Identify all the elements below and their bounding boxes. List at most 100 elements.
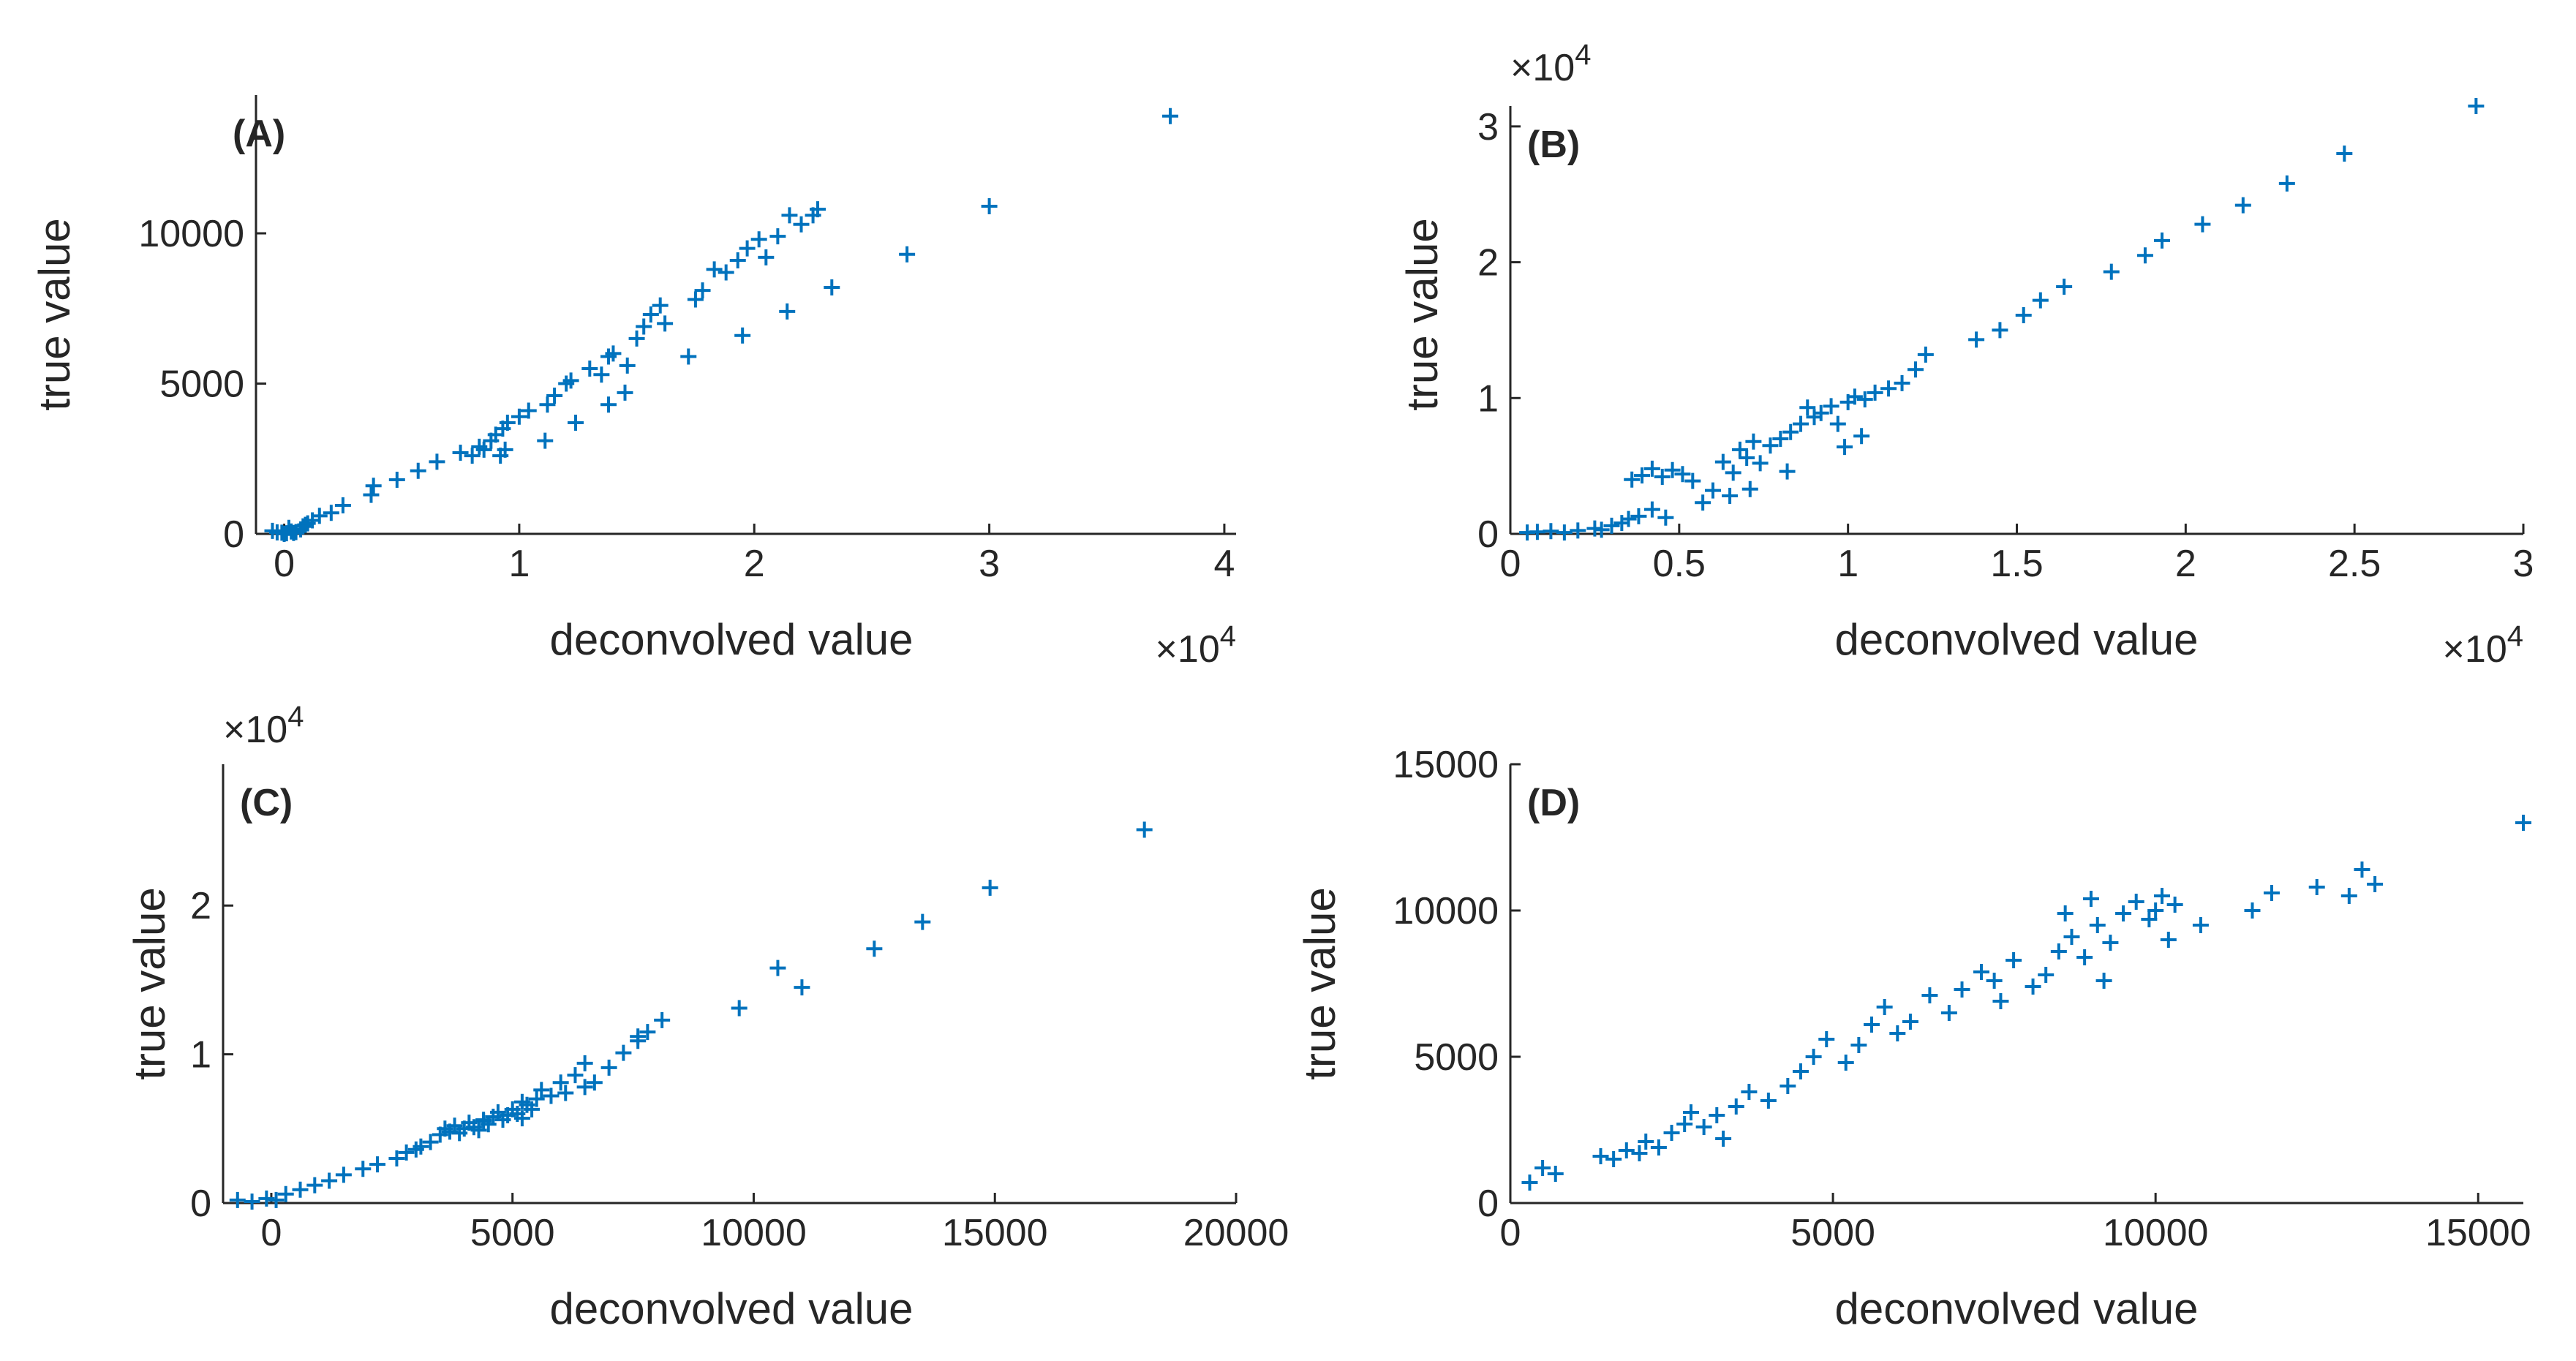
panel-c-y-tick-label: 1 bbox=[190, 1034, 211, 1077]
panel-b-data-point bbox=[1907, 361, 1924, 378]
panel-a-x-tick-label: 2 bbox=[744, 543, 765, 585]
panel-b-x-tick-label: 1 bbox=[1837, 543, 1858, 585]
panel-b-data-point bbox=[2234, 197, 2251, 214]
panel-c-data-point bbox=[268, 1191, 285, 1208]
panel-c-label: (C) bbox=[240, 782, 293, 824]
panel-b-data-point bbox=[1739, 450, 1755, 466]
panel-d-data-point bbox=[1973, 964, 1989, 980]
panel-a-label: (A) bbox=[233, 113, 285, 155]
panel-b-data-point bbox=[1722, 488, 1739, 504]
panel-c: true value deconvolved value (C) 0 5000 10… bbox=[125, 701, 1289, 1333]
panel-b-data-point bbox=[2015, 307, 2032, 323]
panel-a-data-point bbox=[363, 486, 380, 503]
panel-c-data-point bbox=[600, 1059, 617, 1076]
panel-b-data-point bbox=[1714, 453, 1731, 470]
panel-b-data-point bbox=[1624, 471, 1641, 488]
panel-b-y-tick-label: 1 bbox=[1477, 377, 1499, 420]
panel-d-data-point bbox=[1715, 1131, 1732, 1147]
panel-b-x-tick-label: 3 bbox=[2513, 543, 2534, 585]
panel-c-data-point bbox=[335, 1166, 352, 1183]
panel-d-data-point bbox=[1663, 1125, 1680, 1141]
panel-c-data-point bbox=[277, 1185, 294, 1202]
panel-b-data-point bbox=[1529, 524, 1545, 540]
panel-b-x-tick-label: 1.5 bbox=[1990, 543, 2043, 585]
panel-a-data-point bbox=[562, 372, 579, 389]
panel-d-data-point bbox=[1780, 1078, 1796, 1094]
panel-d-data-point bbox=[1864, 1017, 1880, 1033]
panel-b-data-point bbox=[2032, 292, 2049, 309]
panel-d-data-point bbox=[1592, 1148, 1609, 1164]
panel-a-y-tick-label: 10000 bbox=[138, 213, 244, 255]
panel-c-data-point bbox=[533, 1082, 550, 1098]
panel-a-data-point bbox=[617, 384, 633, 401]
panel-a-data-point bbox=[539, 396, 556, 413]
panel-d-data-point bbox=[2038, 967, 2055, 983]
panel-c-ylabel: true value bbox=[125, 887, 174, 1080]
panel-b-y-tick-label: 3 bbox=[1477, 106, 1499, 148]
panel-d-data-point bbox=[1876, 999, 1893, 1015]
panel-a-data-point bbox=[429, 453, 445, 470]
panel-b-data-point bbox=[1654, 469, 1671, 485]
panel-d-y-tick-label: 5000 bbox=[1414, 1036, 1499, 1079]
panel-b-x-tick-label: 0.5 bbox=[1653, 543, 1706, 585]
panel-d-data-point bbox=[2367, 876, 2384, 892]
panel-b-data-point bbox=[1823, 398, 1839, 415]
panel-a-data-point bbox=[981, 198, 998, 215]
panel-c-y-exponent: ×104 bbox=[223, 701, 304, 751]
panel-a-data-point bbox=[758, 249, 775, 265]
panel-d-y-tick-label: 15000 bbox=[1393, 744, 1499, 786]
panel-d-data-point bbox=[2515, 815, 2531, 831]
panel-b-x-tick-label: 2.5 bbox=[2328, 543, 2381, 585]
panel-d-data-point bbox=[1534, 1160, 1551, 1176]
panel-d-data-point bbox=[2166, 897, 2183, 913]
panel-c-data-point bbox=[982, 879, 998, 896]
panel-d-data-point bbox=[1638, 1134, 1654, 1150]
panel-c-data-point bbox=[654, 1011, 671, 1028]
panel-b-data-point bbox=[1829, 415, 1846, 432]
panel-a-data-point bbox=[581, 360, 598, 377]
panel-b-data-point bbox=[1634, 467, 1651, 484]
panel-b-data-point bbox=[1837, 439, 1853, 456]
panel-b-data-point bbox=[1992, 322, 2008, 339]
panel-d: true value deconvolved value (D) 0 5000 10… bbox=[1295, 744, 2531, 1333]
panel-a-x-exponent: ×104 bbox=[1156, 620, 1236, 671]
panel-c-data-point bbox=[398, 1144, 415, 1161]
panel-a-data-point bbox=[605, 345, 622, 362]
panel-c-data-point bbox=[567, 1067, 584, 1084]
panel-d-xlabel: deconvolved value bbox=[1834, 1284, 2198, 1333]
panel-c-data-point bbox=[258, 1190, 275, 1207]
panel-a-data-point bbox=[628, 330, 645, 347]
panel-c-data-point bbox=[586, 1074, 603, 1091]
panel-b-data-point bbox=[1917, 346, 1934, 363]
panel-c-data-point bbox=[914, 913, 931, 930]
panel-c-data-point bbox=[615, 1044, 632, 1061]
panel-a-data-point bbox=[499, 414, 516, 431]
panel-b-x-tick-label: 0 bbox=[1500, 543, 1521, 585]
panel-a-data-point bbox=[452, 445, 469, 461]
panel-d-data-point bbox=[1618, 1142, 1635, 1158]
panel-a-data-point bbox=[750, 231, 767, 248]
panel-d-data-point bbox=[2340, 888, 2357, 904]
panel-c-data-point bbox=[557, 1085, 574, 1101]
panel-c-data-point bbox=[369, 1156, 386, 1173]
panel-d-data-point bbox=[2076, 949, 2093, 965]
panel-c-data-point bbox=[475, 1113, 492, 1130]
panel-a-data-point bbox=[781, 207, 798, 224]
panel-b-data-point bbox=[1731, 441, 1748, 458]
panel-c-x-tick-label: 15000 bbox=[942, 1212, 1048, 1254]
panel-a-data-point bbox=[323, 505, 339, 521]
panel-c-data-point bbox=[543, 1087, 560, 1104]
panel-d-data-point bbox=[1837, 1055, 1854, 1071]
panel-d-data-point bbox=[2141, 911, 2158, 927]
panel-c-data-point bbox=[355, 1161, 372, 1177]
panel-b-data-point bbox=[1856, 391, 1873, 408]
panel-b-data-point bbox=[1643, 460, 1660, 477]
panel-a-xlabel: deconvolved value bbox=[549, 615, 913, 664]
panel-b-data-point bbox=[1593, 521, 1610, 538]
panel-b-data-point bbox=[1752, 455, 1769, 472]
panel-c-data-point bbox=[407, 1141, 424, 1158]
panel-c-data-point bbox=[630, 1028, 647, 1045]
panel-a-data-point bbox=[497, 441, 513, 458]
panel-b-data-point bbox=[1779, 463, 1796, 480]
panel-a-data-point bbox=[511, 408, 527, 425]
